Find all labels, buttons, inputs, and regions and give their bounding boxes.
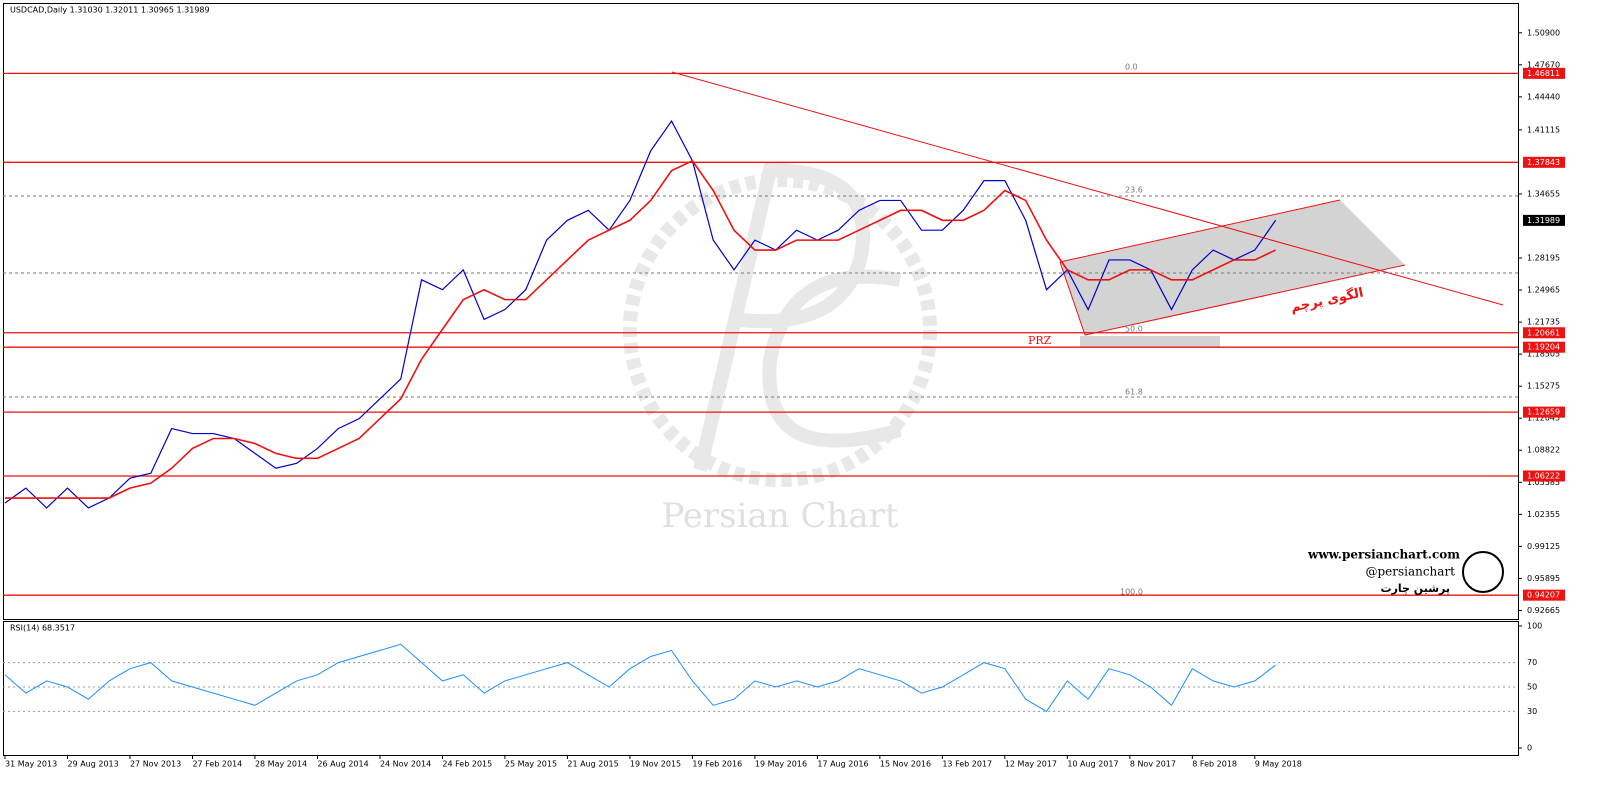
rsi-tick-label: 30 (1527, 707, 1537, 716)
y-tick-label: 1.15275 (1527, 382, 1560, 391)
annotation: @persianchart (1365, 565, 1455, 579)
y-tick-label: 0.95895 (1527, 574, 1560, 583)
rsi-title: RSI(14) 68.3517 (10, 624, 75, 633)
y-tick-label: 1.28195 (1527, 254, 1560, 263)
flag-lower (1084, 264, 1406, 336)
x-tick-label: 24 Nov 2014 (380, 760, 431, 769)
trend-line (671, 71, 1504, 306)
y-tick-label: 1.50900 (1527, 28, 1560, 37)
chart-title: USDCAD,Daily 1.31030 1.32011 1.30965 1.3… (10, 6, 210, 15)
x-tick-label: 31 May 2013 (5, 760, 57, 769)
y-tick-label: 1.21735 (1527, 318, 1560, 327)
annotation: Persian Chart (661, 496, 898, 536)
watermark-logo (623, 162, 937, 487)
y-tick-label: 1.12045 (1527, 414, 1560, 423)
y-tick-label: 1.08822 (1527, 446, 1560, 455)
moving-average (5, 159, 1276, 499)
x-tick-label: 24 Feb 2015 (442, 760, 492, 769)
level-label: 1.19204 (1527, 343, 1560, 352)
rsi-pane (3, 621, 1519, 756)
y-tick-label: 1.18505 (1527, 350, 1560, 359)
flag-area (1060, 200, 1405, 335)
logo (1462, 551, 1504, 593)
level-label: 1.20661 (1527, 328, 1560, 337)
price-line (4, 119, 1277, 509)
annotation: www.persianchart.com (1307, 548, 1460, 562)
level-label: 1.37843 (1527, 158, 1560, 167)
x-tick-label: 27 Feb 2014 (192, 760, 242, 769)
x-tick-label: 13 Feb 2017 (942, 760, 992, 769)
price-label: 1.31989 (1527, 216, 1560, 225)
level-box (1523, 589, 1565, 601)
level-label: 1.12659 (1527, 408, 1560, 417)
x-tick-label: 9 May 2018 (1255, 760, 1302, 769)
x-tick-label: 10 Aug 2017 (1067, 760, 1118, 769)
x-tick-label: 28 May 2014 (255, 760, 307, 769)
x-tick-label: 17 Aug 2016 (817, 760, 868, 769)
annotation: 100.0 (1120, 588, 1143, 597)
annotation: 23.6 (1125, 186, 1143, 195)
x-tick-label: 12 May 2017 (1005, 760, 1057, 769)
y-tick-label: 1.41115 (1527, 125, 1560, 134)
x-tick-label: 27 Nov 2013 (130, 760, 181, 769)
rsi-line (4, 643, 1276, 713)
level-label: 1.46811 (1527, 69, 1560, 78)
price-pane (3, 3, 1519, 620)
annotation: 61.8 (1125, 388, 1143, 397)
annotation: 0.0 (1125, 63, 1138, 72)
rsi-tick-label: 0 (1527, 744, 1532, 753)
x-tick-label: 19 Nov 2015 (630, 760, 681, 769)
y-tick-label: 0.92665 (1527, 606, 1560, 615)
y-tick-label: 1.34655 (1527, 189, 1560, 198)
y-tick-label: 1.02355 (1527, 510, 1560, 519)
y-tick-label: 1.24965 (1527, 286, 1560, 295)
x-tick-label: 29 Aug 2013 (67, 760, 118, 769)
x-tick-label: 25 May 2015 (505, 760, 557, 769)
y-tick-label: 1.47670 (1527, 60, 1560, 69)
x-tick-label: 8 Feb 2018 (1192, 760, 1237, 769)
y-tick-label: 1.44440 (1527, 92, 1560, 101)
annotation: پرشین چارت (1381, 582, 1450, 595)
y-tick-label: 0.99125 (1527, 542, 1560, 551)
price-box (1523, 214, 1565, 226)
rsi-tick-label: 100 (1527, 622, 1542, 631)
annotation: 50.0 (1125, 325, 1143, 334)
x-tick-label: 15 Nov 2016 (880, 760, 931, 769)
x-tick-label: 19 May 2016 (755, 760, 807, 769)
annotation: PRZ (1028, 334, 1052, 347)
level-label: 0.94207 (1527, 591, 1560, 600)
level-box (1523, 156, 1565, 168)
level-box (1523, 341, 1565, 353)
y-tick-label: 1.05585 (1527, 478, 1560, 487)
level-box (1523, 470, 1565, 482)
level-box (1523, 406, 1565, 418)
flag-pole (1059, 261, 1086, 336)
x-tick-label: 21 Aug 2015 (567, 760, 618, 769)
level-box (1523, 67, 1565, 79)
rsi-tick-label: 50 (1527, 683, 1537, 692)
x-tick-label: 8 Nov 2017 (1130, 760, 1176, 769)
x-tick-label: 19 Feb 2016 (692, 760, 742, 769)
level-box (1523, 327, 1565, 339)
x-tick-label: 26 Aug 2014 (317, 760, 368, 769)
prz-zone (1080, 336, 1220, 347)
rsi-tick-label: 70 (1527, 658, 1537, 667)
level-label: 1.06222 (1527, 471, 1560, 480)
flag-upper (1059, 199, 1341, 263)
